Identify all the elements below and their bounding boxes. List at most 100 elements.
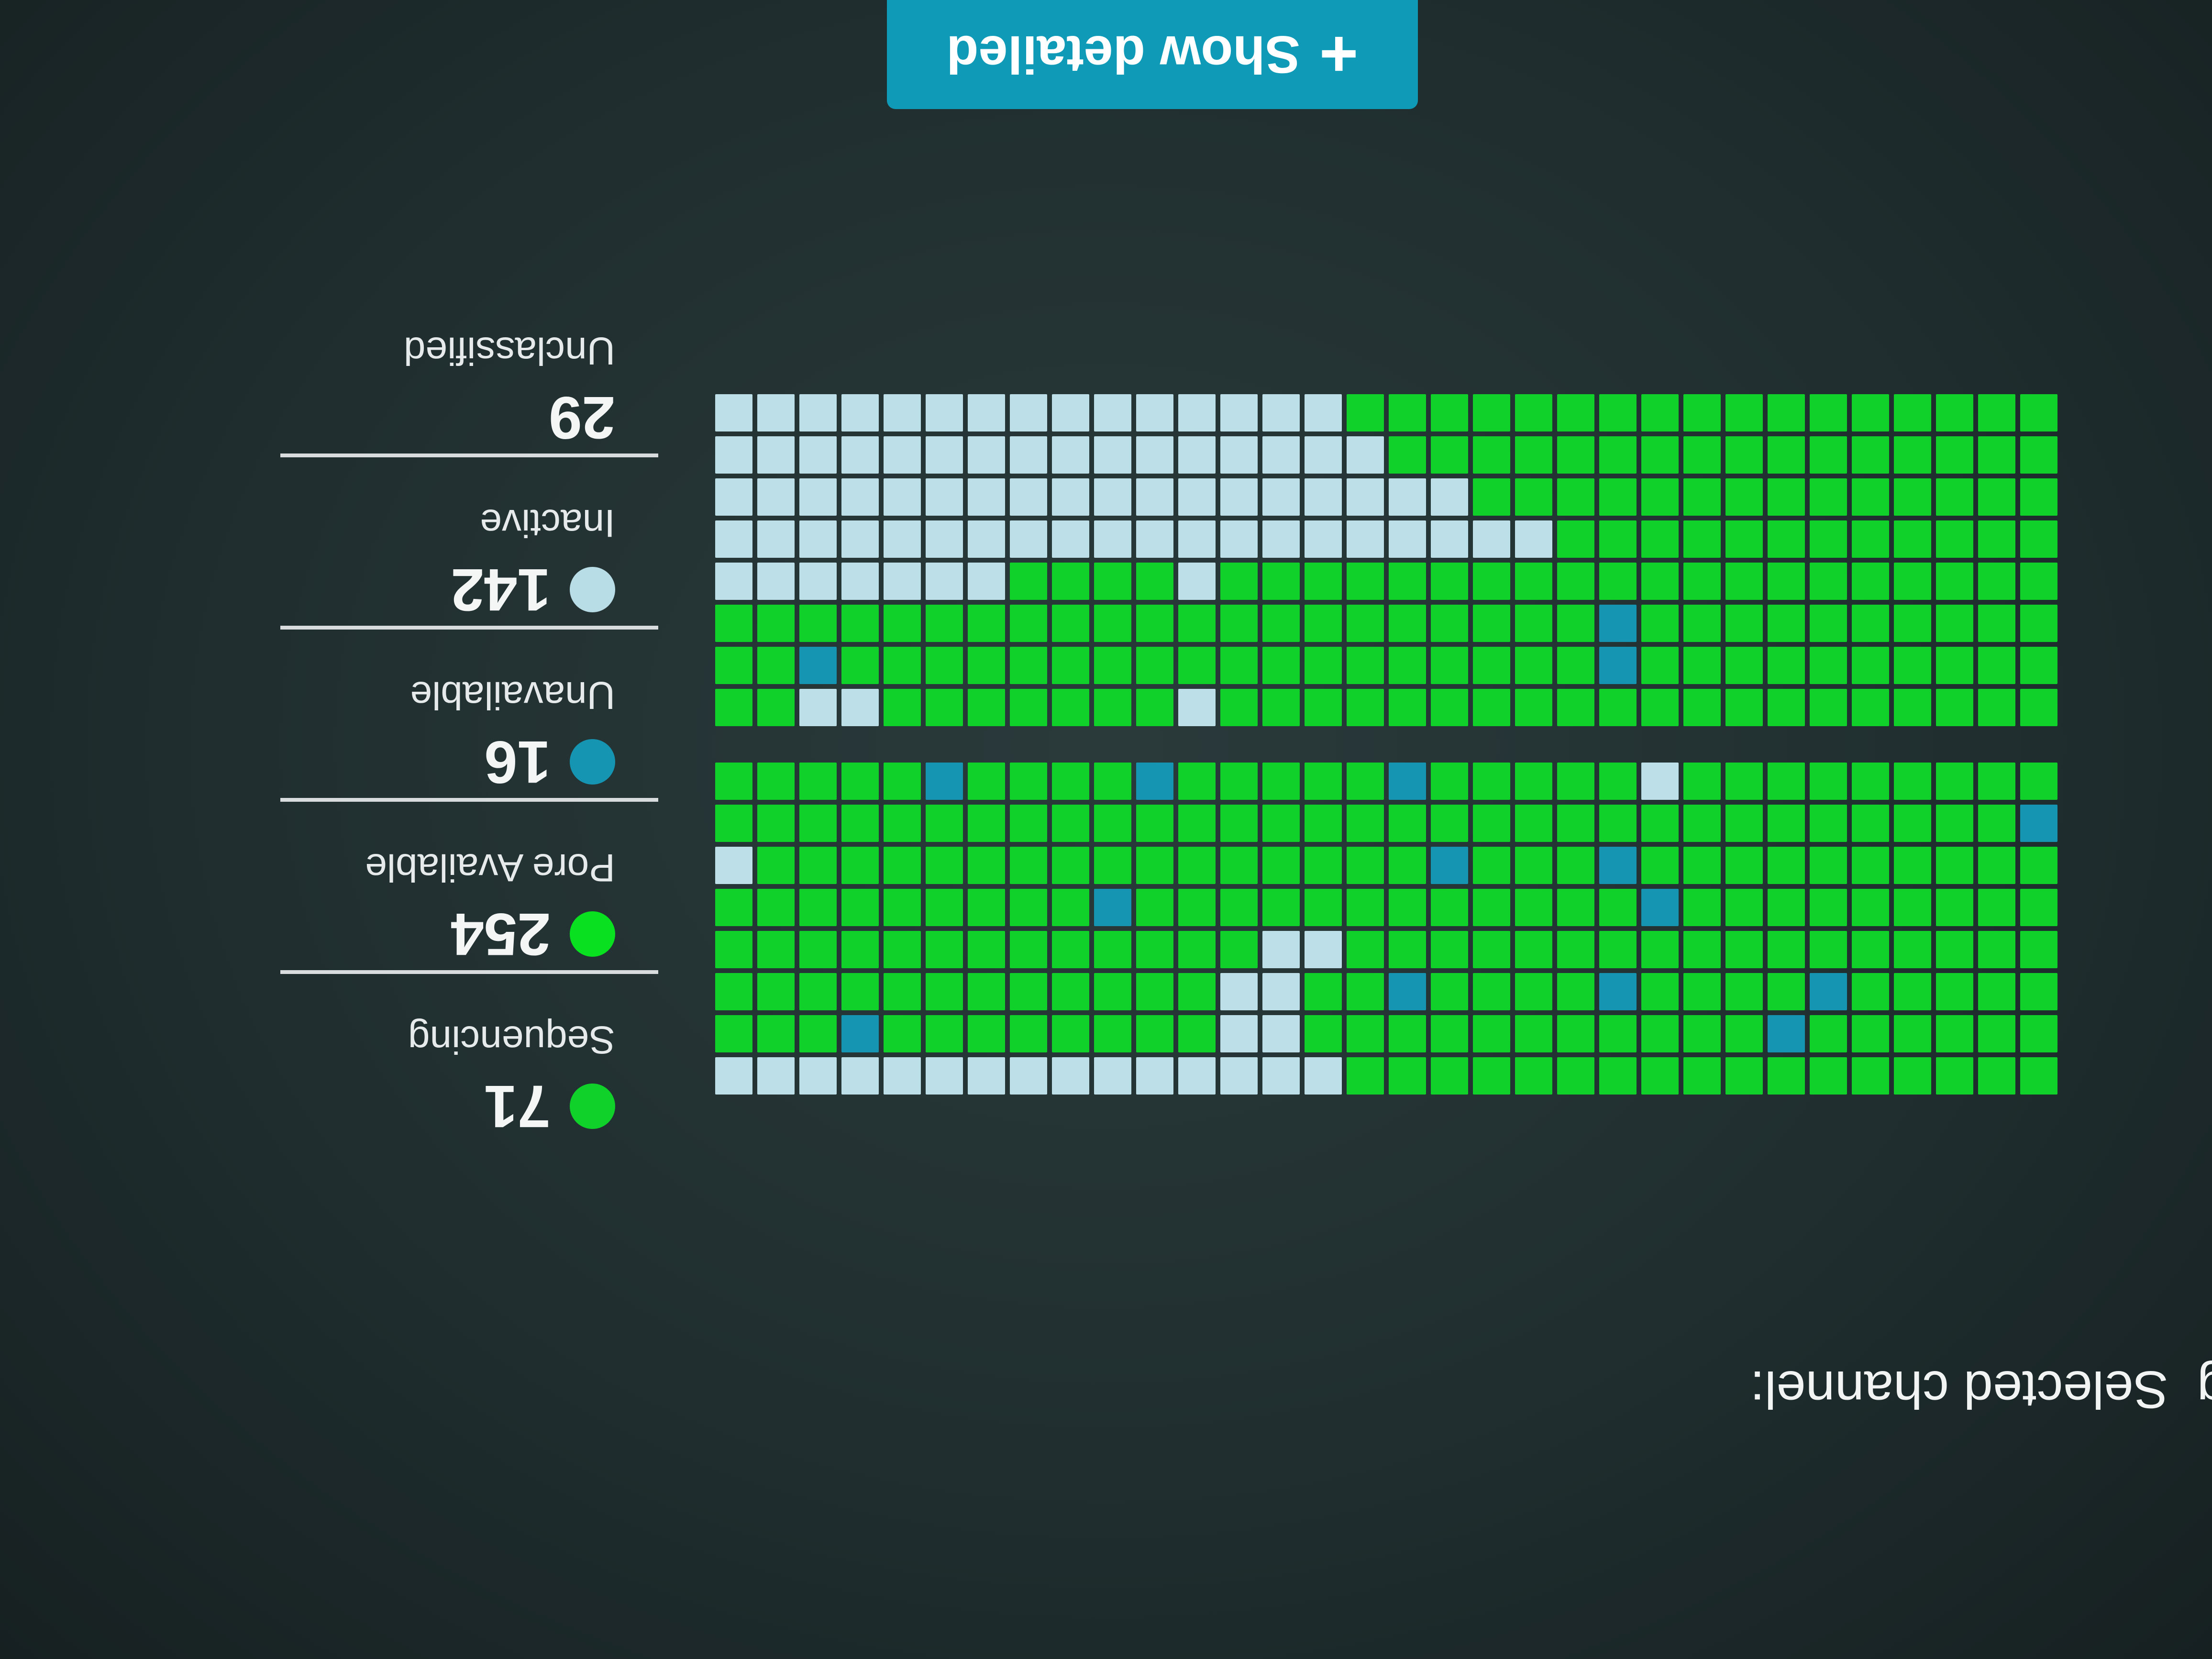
channel-cell[interactable] bbox=[1220, 436, 1258, 474]
channel-cell[interactable] bbox=[1599, 394, 1637, 431]
channel-cell[interactable] bbox=[1768, 689, 1805, 726]
channel-cell[interactable] bbox=[1052, 973, 1089, 1010]
channel-cell[interactable] bbox=[1894, 763, 1931, 800]
channel-cell[interactable] bbox=[1641, 847, 1679, 884]
channel-cell[interactable] bbox=[715, 973, 752, 1010]
channel-cell[interactable] bbox=[2020, 1057, 2057, 1095]
channel-cell[interactable] bbox=[1683, 763, 1721, 800]
channel-cell[interactable] bbox=[1683, 805, 1721, 842]
channel-cell[interactable] bbox=[1515, 520, 1552, 558]
channel-cell[interactable] bbox=[1094, 973, 1131, 1010]
channel-cell[interactable] bbox=[968, 478, 1005, 516]
channel-cell[interactable] bbox=[1431, 478, 1468, 516]
channel-cell[interactable] bbox=[1557, 520, 1594, 558]
channel-cell[interactable] bbox=[1978, 805, 2015, 842]
channel-cell[interactable] bbox=[1852, 605, 1889, 642]
channel-cell[interactable] bbox=[799, 889, 837, 926]
channel-cell[interactable] bbox=[2020, 763, 2057, 800]
channel-cell[interactable] bbox=[1894, 520, 1931, 558]
channel-cell[interactable] bbox=[1262, 889, 1300, 926]
channel-cell[interactable] bbox=[1936, 647, 1973, 684]
channel-cell[interactable] bbox=[1220, 931, 1258, 968]
channel-cell[interactable] bbox=[1473, 689, 1510, 726]
channel-cell[interactable] bbox=[1936, 563, 1973, 600]
channel-cell[interactable] bbox=[926, 889, 963, 926]
channel-cell[interactable] bbox=[1515, 805, 1552, 842]
channel-cell[interactable] bbox=[1936, 763, 1973, 800]
channel-cell[interactable] bbox=[1262, 805, 1300, 842]
channel-cell[interactable] bbox=[1178, 1015, 1216, 1052]
channel-cell[interactable] bbox=[799, 605, 837, 642]
channel-cell[interactable] bbox=[1683, 973, 1721, 1010]
channel-cell[interactable] bbox=[1052, 689, 1089, 726]
channel-cell[interactable] bbox=[1768, 563, 1805, 600]
channel-cell[interactable] bbox=[1852, 394, 1889, 431]
channel-cell[interactable] bbox=[1220, 689, 1258, 726]
channel-cell[interactable] bbox=[757, 394, 795, 431]
channel-cell[interactable] bbox=[1136, 847, 1173, 884]
channel-cell[interactable] bbox=[1978, 394, 2015, 431]
channel-cell[interactable] bbox=[884, 520, 921, 558]
channel-cell[interactable] bbox=[1515, 973, 1552, 1010]
channel-cell[interactable] bbox=[1894, 1057, 1931, 1095]
channel-cell[interactable] bbox=[1094, 563, 1131, 600]
channel-cell[interactable] bbox=[715, 847, 752, 884]
channel-cell[interactable] bbox=[1725, 847, 1763, 884]
channel-cell[interactable] bbox=[1347, 847, 1384, 884]
channel-cell[interactable] bbox=[1683, 478, 1721, 516]
channel-cell[interactable] bbox=[1810, 973, 1847, 1010]
channel-cell[interactable] bbox=[1094, 763, 1131, 800]
channel-cell[interactable] bbox=[2020, 931, 2057, 968]
channel-cell[interactable] bbox=[1431, 647, 1468, 684]
channel-cell[interactable] bbox=[926, 394, 963, 431]
channel-cell[interactable] bbox=[1768, 1057, 1805, 1095]
channel-cell[interactable] bbox=[1810, 805, 1847, 842]
channel-cell[interactable] bbox=[1431, 1015, 1468, 1052]
channel-cell[interactable] bbox=[1810, 847, 1847, 884]
channel-cell[interactable] bbox=[1136, 605, 1173, 642]
channel-cell[interactable] bbox=[1725, 478, 1763, 516]
channel-cell[interactable] bbox=[799, 973, 837, 1010]
channel-cell[interactable] bbox=[1725, 563, 1763, 600]
channel-cell[interactable] bbox=[1768, 763, 1805, 800]
channel-cell[interactable] bbox=[1473, 931, 1510, 968]
channel-cell[interactable] bbox=[1305, 1057, 1342, 1095]
channel-cell[interactable] bbox=[841, 689, 879, 726]
channel-cell[interactable] bbox=[841, 931, 879, 968]
channel-cell[interactable] bbox=[1094, 847, 1131, 884]
channel-cell[interactable] bbox=[1052, 563, 1089, 600]
channel-cell[interactable] bbox=[926, 647, 963, 684]
channel-cell[interactable] bbox=[2020, 847, 2057, 884]
channel-cell[interactable] bbox=[1557, 605, 1594, 642]
channel-cell[interactable] bbox=[1557, 394, 1594, 431]
channel-cell[interactable] bbox=[1978, 520, 2015, 558]
channel-cell[interactable] bbox=[1936, 394, 1973, 431]
channel-cell[interactable] bbox=[884, 436, 921, 474]
channel-cell[interactable] bbox=[2020, 394, 2057, 431]
channel-cell[interactable] bbox=[1389, 436, 1426, 474]
channel-cell[interactable] bbox=[1852, 436, 1889, 474]
channel-cell[interactable] bbox=[757, 605, 795, 642]
channel-cell[interactable] bbox=[1852, 647, 1889, 684]
channel-cell[interactable] bbox=[715, 1015, 752, 1052]
channel-cell[interactable] bbox=[1641, 605, 1679, 642]
channel-cell[interactable] bbox=[1305, 805, 1342, 842]
channel-cell[interactable] bbox=[1052, 763, 1089, 800]
channel-cell[interactable] bbox=[1852, 1015, 1889, 1052]
channel-cell[interactable] bbox=[1978, 1057, 2015, 1095]
channel-cell[interactable] bbox=[2020, 605, 2057, 642]
channel-cell[interactable] bbox=[1052, 478, 1089, 516]
channel-cell[interactable] bbox=[1810, 436, 1847, 474]
channel-cell[interactable] bbox=[1557, 973, 1594, 1010]
channel-cell[interactable] bbox=[757, 847, 795, 884]
channel-cell[interactable] bbox=[1683, 563, 1721, 600]
channel-cell[interactable] bbox=[1347, 805, 1384, 842]
channel-cell[interactable] bbox=[1852, 520, 1889, 558]
channel-cell[interactable] bbox=[1010, 847, 1047, 884]
channel-cell[interactable] bbox=[1725, 931, 1763, 968]
channel-cell[interactable] bbox=[1936, 689, 1973, 726]
channel-cell[interactable] bbox=[757, 763, 795, 800]
channel-cell[interactable] bbox=[1852, 931, 1889, 968]
channel-cell[interactable] bbox=[1515, 436, 1552, 474]
channel-cell[interactable] bbox=[1557, 889, 1594, 926]
